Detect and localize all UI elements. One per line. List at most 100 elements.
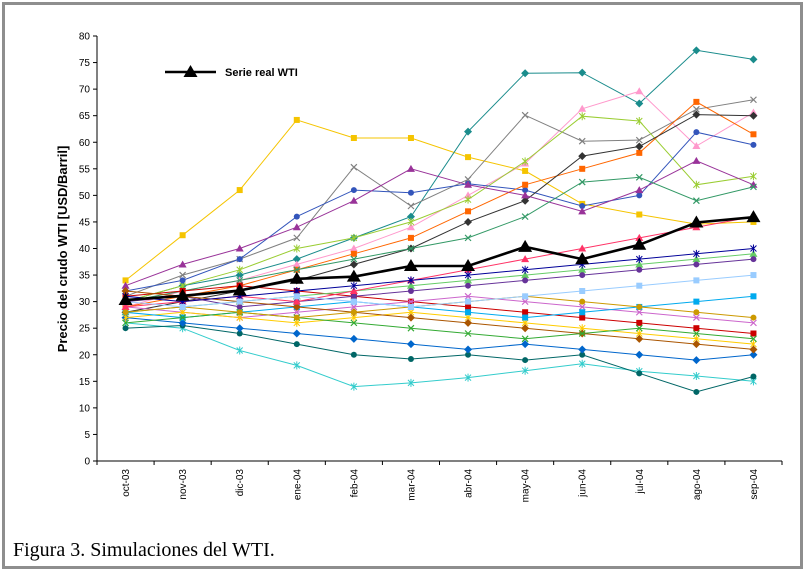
simulation-point <box>693 277 700 284</box>
simulation-point <box>522 187 529 194</box>
simulation-point <box>578 112 586 121</box>
y-tick-label: 40 <box>79 244 91 255</box>
simulation-point <box>122 319 129 327</box>
simulation-point <box>635 142 644 151</box>
simulation-point <box>350 309 357 316</box>
simulation-point <box>292 223 301 231</box>
simulation-point <box>521 271 530 279</box>
wti-simulation-chart: 0 5 10 15 20 25 30 35 40 45 50 55 60 65 70 75 80 oct-03 n… <box>55 32 783 502</box>
simulation-point <box>521 265 529 274</box>
simulation-point <box>407 135 414 141</box>
simulation-point <box>578 244 587 252</box>
simulation-point <box>236 330 243 337</box>
simulation-point <box>406 212 415 221</box>
x-tick-label: abr-04 <box>464 469 475 498</box>
simulation-point <box>522 277 529 284</box>
simulation-point <box>406 340 415 349</box>
simulation-point <box>692 314 700 321</box>
simulation-point <box>693 98 700 105</box>
x-tick-label: sep-04 <box>749 469 760 500</box>
simulation-point <box>407 217 415 226</box>
simulation-point <box>349 287 358 294</box>
simulation-point <box>635 87 644 95</box>
simulation-point <box>579 298 586 305</box>
y-tick-label: 10 <box>79 403 91 414</box>
simulation-point <box>750 96 757 104</box>
simulation-point <box>293 308 301 316</box>
simulation-point <box>579 203 586 209</box>
simulation-point <box>235 324 244 333</box>
simulation-point <box>578 207 587 215</box>
simulation-point <box>464 234 472 242</box>
simulation-point <box>636 149 643 156</box>
simulation-point <box>406 223 415 231</box>
real-series-group <box>118 210 761 306</box>
simulation-line <box>125 114 754 313</box>
simulation-line <box>125 311 754 340</box>
y-tick-label: 5 <box>84 430 90 441</box>
x-tick-label: dic-03 <box>235 469 246 497</box>
y-tick-label: 60 <box>79 138 91 149</box>
y-tick-label: 20 <box>79 350 91 361</box>
simulation-point <box>692 156 701 164</box>
simulation-point <box>350 351 357 358</box>
real-series-point <box>746 210 761 223</box>
simulation-point <box>465 351 472 358</box>
simulation-point <box>521 335 529 343</box>
simulation-point <box>579 309 586 316</box>
simulation-point <box>635 255 643 264</box>
simulation-point <box>521 340 530 349</box>
simulation-point <box>579 351 586 358</box>
simulation-point <box>522 357 529 364</box>
y-tick-label: 35 <box>79 271 91 282</box>
simulation-point <box>750 314 757 321</box>
simulation-point <box>464 330 472 337</box>
real-series-point <box>689 215 704 228</box>
simulation-point <box>749 345 758 354</box>
simulation-point <box>578 137 586 145</box>
simulation-point <box>465 303 472 310</box>
legend: Serie real WTI <box>165 65 298 79</box>
simulation-point <box>292 329 301 338</box>
simulation-point <box>350 319 358 327</box>
simulation-point <box>635 350 644 359</box>
x-tick-label: oct-03 <box>121 469 132 497</box>
simulation-point <box>236 309 243 316</box>
simulation-point <box>750 330 757 337</box>
simulation-point <box>749 111 758 120</box>
simulation-line <box>125 290 754 350</box>
simulation-point <box>407 356 414 362</box>
simulation-point <box>693 180 700 189</box>
simulation-point <box>464 191 473 199</box>
simulation-point <box>407 378 415 387</box>
simulation-point <box>464 292 472 300</box>
simulation-point <box>179 277 186 284</box>
simulation-line <box>125 311 754 345</box>
y-tick-label: 55 <box>79 164 91 175</box>
simulation-point <box>407 234 414 241</box>
simulation-point <box>350 135 357 141</box>
simulation-point <box>293 293 300 300</box>
simulation-line <box>125 90 754 308</box>
simulation-point <box>236 298 243 305</box>
simulation-point <box>292 302 301 311</box>
x-tick-label: jun-04 <box>578 469 589 498</box>
simulation-line <box>125 160 754 287</box>
simulation-point <box>635 324 643 332</box>
x-tick-label: ene-04 <box>292 469 303 501</box>
simulation-point <box>465 208 472 215</box>
simulation-point <box>749 180 758 188</box>
simulation-line <box>125 324 754 393</box>
simulation-point <box>292 260 301 268</box>
simulation-point <box>750 183 757 191</box>
real-series-point <box>575 252 590 265</box>
simulation-line <box>125 248 754 303</box>
simulation-point <box>350 382 358 391</box>
simulation-line <box>125 176 754 303</box>
simulation-point <box>578 359 586 368</box>
simulation-point <box>236 256 243 263</box>
simulation-point <box>578 104 587 112</box>
y-axis-label: Precio del crudo WTI [USD/Barril] <box>55 146 70 353</box>
simulation-point <box>350 255 358 263</box>
legend-label: Serie real WTI <box>225 67 298 79</box>
